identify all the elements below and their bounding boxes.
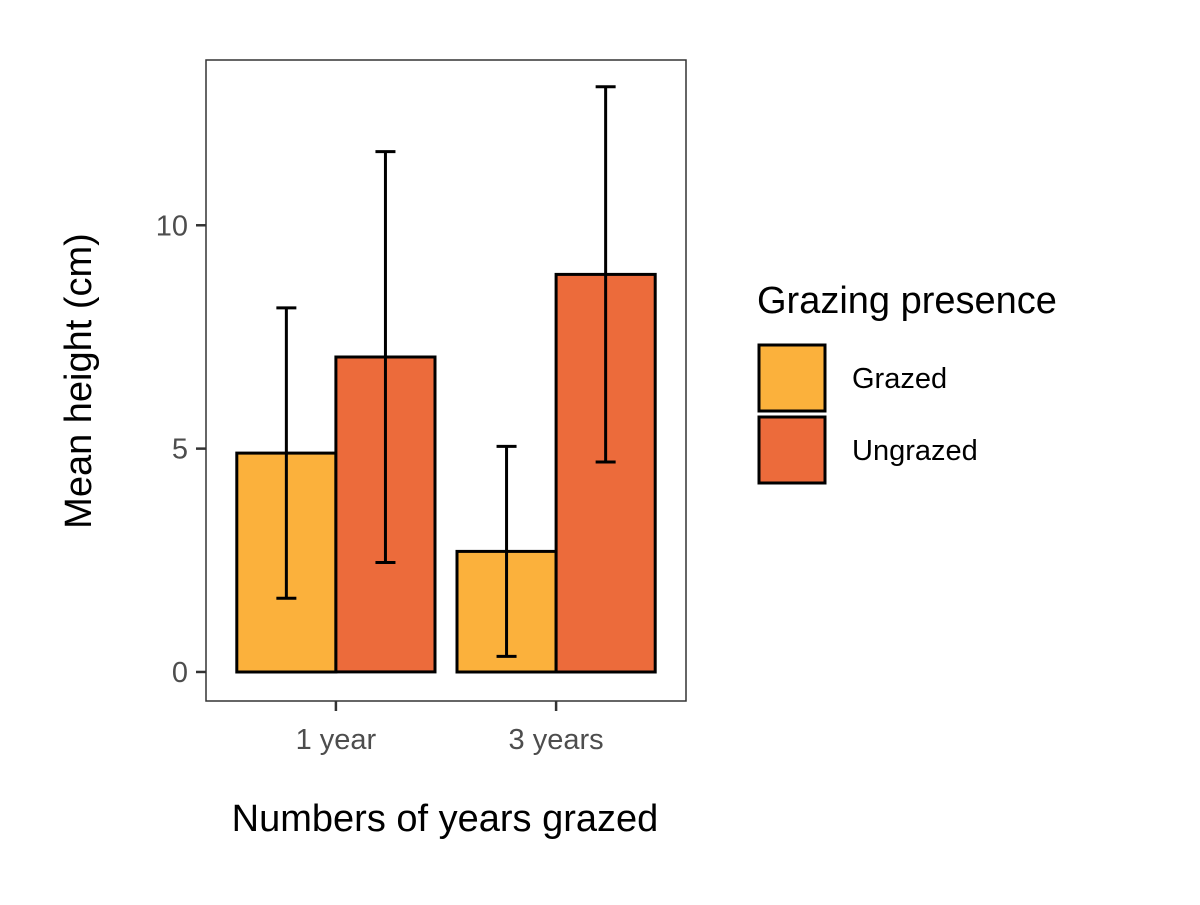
y-tick-label: 0	[172, 657, 188, 689]
x-axis-title: Numbers of years grazed	[232, 798, 659, 840]
x-axis: 1 year 3 years	[296, 701, 604, 756]
y-axis: 0 5 10	[156, 210, 206, 689]
bars-layer	[235, 272, 657, 674]
legend: Grazing presence Grazed Ungrazed	[757, 280, 1057, 485]
legend-title: Grazing presence	[757, 280, 1057, 322]
error-bar-grazed-1-year	[276, 306, 297, 600]
y-tick-label: 10	[156, 210, 188, 242]
plot-panel-border	[205, 59, 687, 702]
legend-label-grazed: Grazed	[852, 363, 947, 395]
legend-key-grazed	[757, 343, 827, 413]
error-bar-ungrazed-1-year	[375, 150, 396, 565]
legend-key-ungrazed	[757, 415, 827, 485]
x-tick-label: 1 year	[296, 724, 377, 756]
x-tick-label: 3 years	[509, 724, 604, 756]
error-bar-grazed-3-years	[496, 444, 517, 658]
error-bar-ungrazed-3-years	[595, 85, 616, 464]
error-bars-layer	[276, 85, 616, 658]
y-axis-title: Mean height (cm)	[58, 233, 100, 529]
y-tick-label: 5	[172, 434, 188, 466]
legend-label-ungrazed: Ungrazed	[852, 435, 978, 467]
